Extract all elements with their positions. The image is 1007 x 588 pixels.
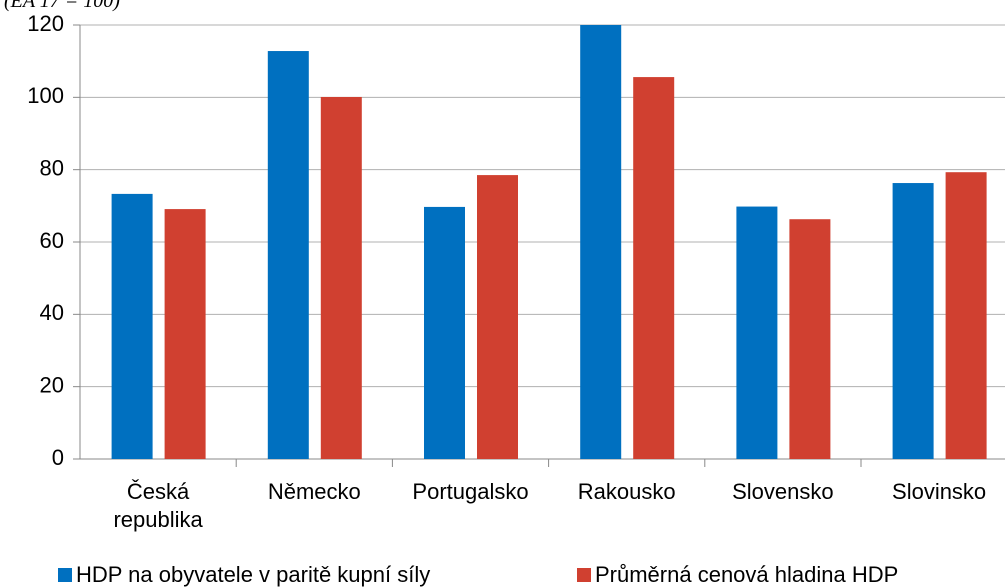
y-tick-label: 120 — [27, 11, 64, 36]
legend-item: Průměrná cenová hladina HDP — [577, 562, 898, 588]
bar — [633, 77, 675, 459]
x-tick-label: Německo — [267, 479, 361, 504]
legend-label: Průměrná cenová hladina HDP — [595, 562, 899, 587]
bar — [111, 193, 153, 460]
x-tick-label: Portugalsko — [412, 479, 529, 504]
bar — [164, 209, 206, 459]
bar — [477, 175, 518, 459]
y-tick-label: 0 — [52, 445, 64, 470]
bar — [580, 25, 622, 459]
x-tick-label: Slovinsko — [892, 479, 987, 504]
x-tick-label: Rakousko — [577, 479, 676, 504]
legend-label: HDP na obyvatele v paritě kupní síly — [76, 562, 431, 587]
y-tick-label: 60 — [40, 228, 64, 253]
y-tick-label: 80 — [40, 155, 64, 180]
bar — [945, 172, 987, 459]
bar — [320, 96, 362, 459]
bar — [424, 206, 465, 459]
bar — [267, 51, 309, 459]
subtitle: (EA 17 = 100) — [4, 0, 120, 12]
bar — [892, 183, 934, 459]
legend-item: HDP na obyvatele v paritě kupní síly — [58, 562, 430, 588]
y-tick-label: 40 — [40, 300, 64, 325]
bar — [736, 206, 778, 459]
bar — [789, 219, 831, 459]
y-tick-label: 20 — [40, 372, 64, 397]
x-tick-label: Česká republika — [113, 479, 203, 532]
legend-swatch — [58, 568, 72, 582]
x-tick-label: Slovensko — [732, 479, 834, 504]
legend-swatch — [577, 568, 591, 582]
y-tick-label: 100 — [27, 83, 64, 108]
